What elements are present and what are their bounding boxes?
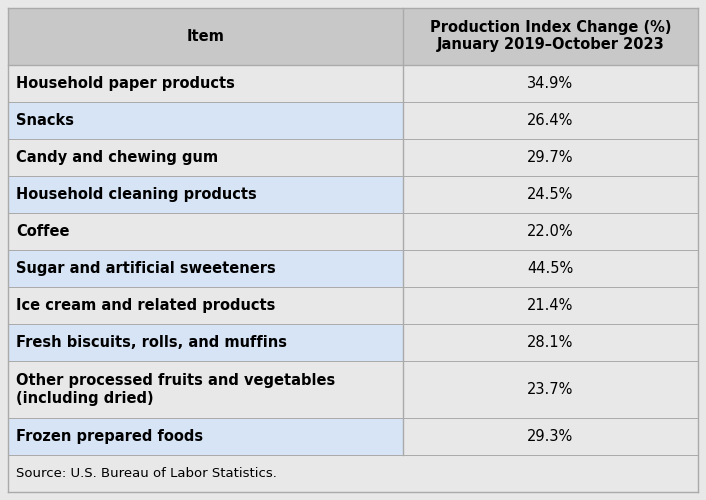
Bar: [402, 176, 698, 213]
Text: Coffee: Coffee: [16, 224, 69, 239]
Text: Source: U.S. Bureau of Labor Statistics.: Source: U.S. Bureau of Labor Statistics.: [16, 467, 277, 480]
Text: Frozen prepared foods: Frozen prepared foods: [16, 429, 203, 444]
Bar: [8, 64, 402, 102]
Bar: [8, 418, 402, 455]
Text: Fresh biscuits, rolls, and muffins: Fresh biscuits, rolls, and muffins: [16, 335, 287, 350]
Text: 28.1%: 28.1%: [527, 335, 573, 350]
Text: 29.7%: 29.7%: [527, 150, 573, 165]
Text: Household paper products: Household paper products: [16, 76, 235, 90]
Text: 34.9%: 34.9%: [527, 76, 573, 90]
Text: 22.0%: 22.0%: [527, 224, 574, 239]
Bar: [402, 250, 698, 287]
Text: Ice cream and related products: Ice cream and related products: [16, 298, 275, 313]
Text: Production Index Change (%)
January 2019–October 2023: Production Index Change (%) January 2019…: [429, 20, 671, 52]
Bar: [402, 287, 698, 324]
Bar: [8, 8, 402, 64]
Bar: [402, 361, 698, 418]
Bar: [8, 176, 402, 213]
Text: Sugar and artificial sweeteners: Sugar and artificial sweeteners: [16, 261, 276, 276]
Text: 21.4%: 21.4%: [527, 298, 573, 313]
Bar: [8, 250, 402, 287]
Text: Snacks: Snacks: [16, 112, 74, 128]
Text: 29.3%: 29.3%: [527, 429, 573, 444]
Text: 44.5%: 44.5%: [527, 261, 573, 276]
Bar: [402, 324, 698, 361]
Text: Item: Item: [186, 29, 225, 44]
Bar: [8, 455, 698, 492]
Bar: [402, 102, 698, 139]
Text: Other processed fruits and vegetables
(including dried): Other processed fruits and vegetables (i…: [16, 374, 335, 406]
Bar: [8, 324, 402, 361]
Text: 26.4%: 26.4%: [527, 112, 573, 128]
Text: 24.5%: 24.5%: [527, 187, 573, 202]
Text: Candy and chewing gum: Candy and chewing gum: [16, 150, 218, 165]
Text: Household cleaning products: Household cleaning products: [16, 187, 257, 202]
Bar: [402, 139, 698, 176]
Bar: [402, 418, 698, 455]
Bar: [402, 213, 698, 250]
Text: 23.7%: 23.7%: [527, 382, 573, 397]
Bar: [8, 102, 402, 139]
Bar: [8, 287, 402, 324]
Bar: [402, 64, 698, 102]
Bar: [8, 361, 402, 418]
Bar: [8, 213, 402, 250]
Bar: [8, 139, 402, 176]
Bar: [402, 8, 698, 64]
